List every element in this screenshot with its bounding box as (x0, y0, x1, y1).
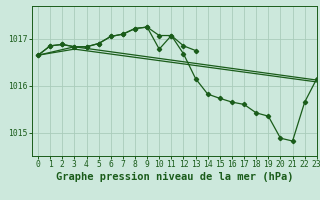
X-axis label: Graphe pression niveau de la mer (hPa): Graphe pression niveau de la mer (hPa) (56, 172, 293, 182)
